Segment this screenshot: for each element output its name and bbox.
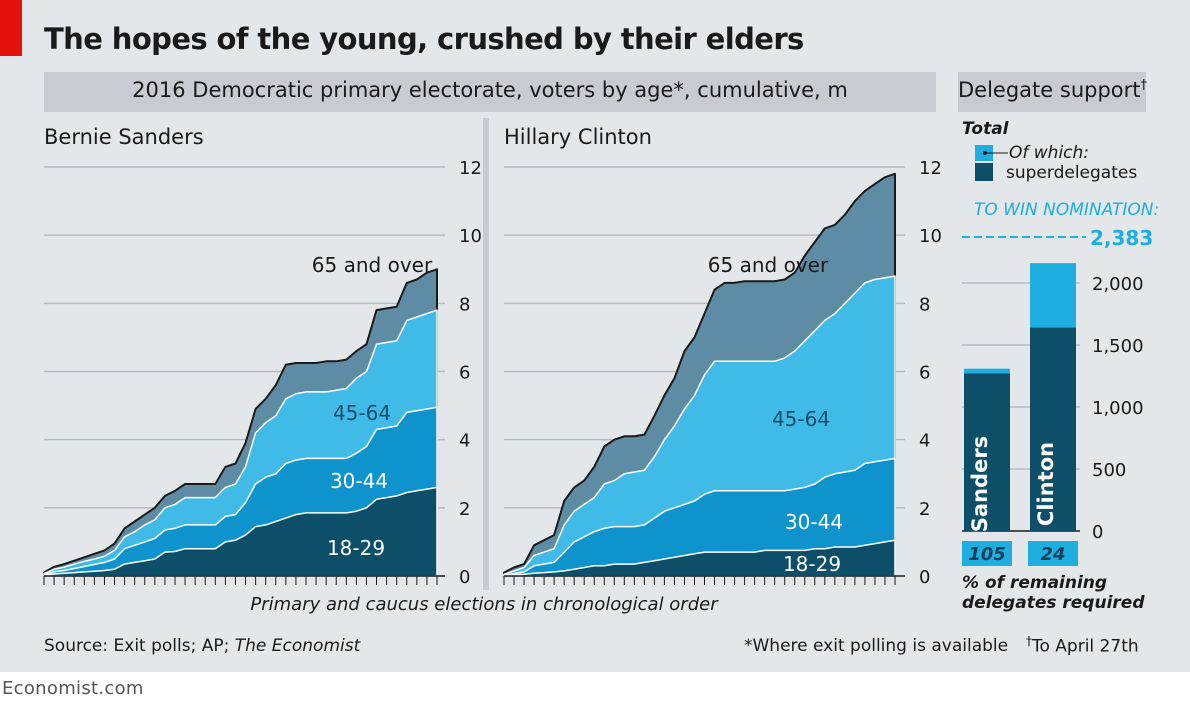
remaining-box-sanders <box>962 541 1012 566</box>
subtitle-band <box>44 72 936 112</box>
bar-y-tick-label: 500 <box>1092 460 1126 481</box>
panel-title-sanders: Bernie Sanders <box>44 125 204 149</box>
y-tick-label: 4 <box>919 431 930 452</box>
y-tick-label: 10 <box>919 226 942 247</box>
y-tick-label: 2 <box>919 499 930 520</box>
series-label-45-64: 45-64 <box>333 401 391 425</box>
remaining-pct-clinton: 24 <box>1040 544 1065 565</box>
legend-pointer-dot <box>983 151 987 155</box>
y-tick-label: 2 <box>459 499 470 520</box>
y-tick-label: 6 <box>459 363 470 384</box>
y-tick-label: 6 <box>919 363 930 384</box>
y-tick-label: 4 <box>459 431 470 452</box>
y-tick-label: 0 <box>459 567 470 588</box>
series-label-18-29: 18-29 <box>783 552 841 576</box>
area-18-29 <box>43 486 438 577</box>
delegate-title-band <box>958 72 1146 112</box>
bar-label-clinton: Clinton <box>1034 442 1058 526</box>
brand-red-tag <box>0 0 22 56</box>
legend-of-which: Of which: <box>1009 143 1090 163</box>
series-label-45-64: 45-64 <box>772 407 830 431</box>
y-tick-label: 8 <box>919 294 930 315</box>
source-text: Source: Exit polls; AP; <box>44 636 235 656</box>
delegate-title-dagger: † <box>1140 78 1148 93</box>
y-tick-label: 10 <box>459 226 482 247</box>
chart-subtitle: 2016 Democratic primary electorate, vote… <box>132 78 848 102</box>
remaining-note-line1: % of remaining <box>962 573 1108 593</box>
remaining-note-line2: delegates required <box>962 593 1145 613</box>
remaining-pct-sanders: 105 <box>968 544 1006 565</box>
footnote-date: †To April 27th <box>1026 634 1139 657</box>
series-label-30-44: 30-44 <box>330 469 388 493</box>
series-label-65-and-over: 65 and over <box>312 253 433 277</box>
footnote-exit-polls: *Where exit polling is available <box>744 636 1009 656</box>
source-note: Source: Exit polls; AP; The Economist <box>44 636 360 656</box>
footer-strip <box>0 672 1190 706</box>
to-win-label: TO WIN NOMINATION: <box>974 200 1160 220</box>
legend-total: Total <box>962 119 1009 139</box>
to-win-value: 2,383 <box>1090 226 1154 250</box>
delegate-title: Delegate support† <box>958 78 1148 102</box>
bar-y-tick-label: 0 <box>1092 522 1103 543</box>
area-30-44 <box>503 457 896 577</box>
y-tick-label: 0 <box>919 567 930 588</box>
y-tick-label: 12 <box>459 158 482 179</box>
bar-y-tick-label: 2,000 <box>1092 274 1144 295</box>
panel-title-clinton: Hillary Clinton <box>504 125 652 149</box>
series-label-18-29: 18-29 <box>327 536 385 560</box>
bar-y-tick-label: 1,500 <box>1092 336 1144 357</box>
y-tick-label: 12 <box>919 158 942 179</box>
area-18-29 <box>503 539 896 577</box>
series-label-65-and-over: 65 and over <box>708 253 829 277</box>
panel-divider <box>483 118 489 590</box>
bar-label-sanders: Sanders <box>968 436 992 532</box>
series-label-30-44: 30-44 <box>785 510 843 534</box>
footnote-date-text: To April 27th <box>1032 636 1139 657</box>
brand-footer: Economist.com <box>2 678 144 699</box>
bar-super-sanders <box>964 373 1010 531</box>
legend-superdelegates: superdelegates <box>1006 163 1138 183</box>
delegate-title-text: Delegate support <box>958 78 1141 102</box>
legend-swatch-super <box>975 163 993 181</box>
x-axis-label: Primary and caucus elections in chronolo… <box>250 594 718 615</box>
remaining-box-clinton <box>1028 541 1078 566</box>
footnote-dagger: † <box>1026 634 1032 648</box>
bar-y-tick-label: 1,000 <box>1092 398 1144 419</box>
chart-title: The hopes of the young, crushed by their… <box>44 22 804 56</box>
source-italic: The Economist <box>234 636 361 656</box>
bar-super-clinton <box>1030 327 1076 531</box>
y-tick-label: 8 <box>459 294 470 315</box>
